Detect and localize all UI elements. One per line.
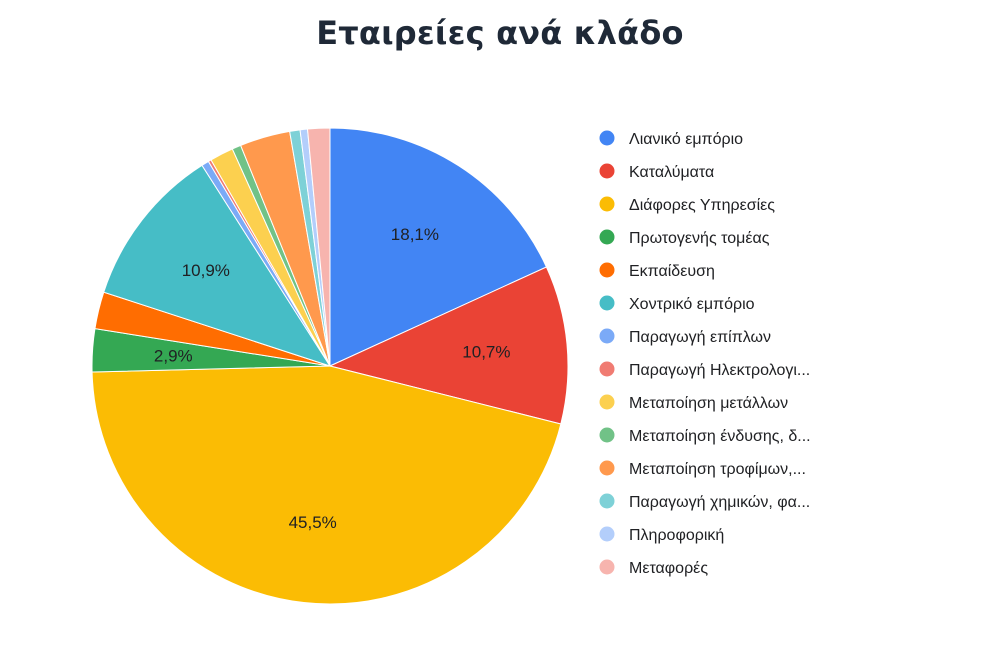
legend-swatch-7 [599,361,615,377]
legend-item-9[interactable]: Μεταποίηση ένδυσης, δ... [599,427,811,446]
pie-slices [91,127,569,605]
legend-item-11[interactable]: Παραγωγή χημικών, φα... [599,493,811,512]
legend-item-13[interactable]: Μεταφορές [599,559,709,578]
legend-label-4: Εκπαίδευση [629,263,715,280]
legend-label-8: Μεταποίηση μετάλλων [629,395,788,412]
legend-item-12[interactable]: Πληροφορική [599,526,725,545]
pie-slice-labels: 18,1% 10,7% 45,5% 2,9% 10,9% [154,225,511,532]
legend-swatch-5 [599,295,615,311]
pie-slice-5[interactable] [103,164,332,367]
legend-item-4[interactable]: Εκπαίδευση [599,262,715,281]
legend-label-9: Μεταποίηση ένδυσης, δ... [629,428,811,445]
legend-label-3: Πρωτογενής τομέας [629,230,770,247]
legend-label-7: Παραγωγή Ηλεκτρολογι... [629,362,810,379]
legend-label-2: Διάφορες Υπηρεσίες [629,197,775,214]
slice-label-5: 10,9% [182,261,230,280]
chart-title: Εταιρείες ανά κλάδο [316,14,684,52]
legend-item-1[interactable]: Καταλύματα [599,163,715,182]
legend-swatch-3 [599,229,615,245]
slice-label-3: 2,9% [154,347,193,366]
legend-item-6[interactable]: Παραγωγή επίπλων [599,328,772,347]
pie-slice-2[interactable] [91,365,562,605]
legend-swatch-11 [599,493,615,509]
legend-label-10: Μεταποίηση τροφίμων,... [629,461,806,478]
legend-swatch-2 [599,196,615,212]
legend-swatch-6 [599,328,615,344]
legend-item-8[interactable]: Μεταποίηση μετάλλων [599,394,789,413]
legend-label-5: Χοντρικό εμπόριο [629,296,755,313]
pie-slice-13[interactable] [306,127,331,367]
legend-swatch-10 [599,460,615,476]
legend-label-11: Παραγωγή χημικών, φα... [629,494,810,511]
pie-slice-0[interactable] [329,127,548,367]
slice-label-1: 10,7% [462,343,510,362]
legend-label-6: Παραγωγή επίπλων [629,329,771,346]
legend-label-1: Καταλύματα [629,164,714,181]
legend-swatch-13 [599,559,615,575]
legend-swatch-0 [599,130,615,146]
legend-swatch-8 [599,394,615,410]
legend-swatch-12 [599,526,615,542]
slice-label-0: 18,1% [391,225,439,244]
legend-swatch-4 [599,262,615,278]
legend-item-0[interactable]: Λιανικό εμπόριο [599,130,744,149]
legend-label-13: Μεταφορές [629,560,708,577]
legend-item-3[interactable]: Πρωτογενής τομέας [599,229,770,248]
slice-label-2: 45,5% [289,513,337,532]
legend-swatch-1 [599,163,615,179]
legend-label-12: Πληροφορική [629,527,724,544]
legend-item-7[interactable]: Παραγωγή Ηλεκτρολογι... [599,361,811,380]
legend-swatch-9 [599,427,615,443]
legend-label-0: Λιανικό εμπόριο [629,131,743,148]
legend-item-10[interactable]: Μεταποίηση τροφίμων,... [599,460,806,479]
legend-item-2[interactable]: Διάφορες Υπηρεσίες [599,196,776,215]
legend: Λιανικό εμπόριο Καταλύματα Διάφορες Υπηρεσ… [599,130,811,578]
legend-item-5[interactable]: Χοντρικό εμπόριο [599,295,755,314]
pie-slice-1[interactable] [328,266,569,425]
